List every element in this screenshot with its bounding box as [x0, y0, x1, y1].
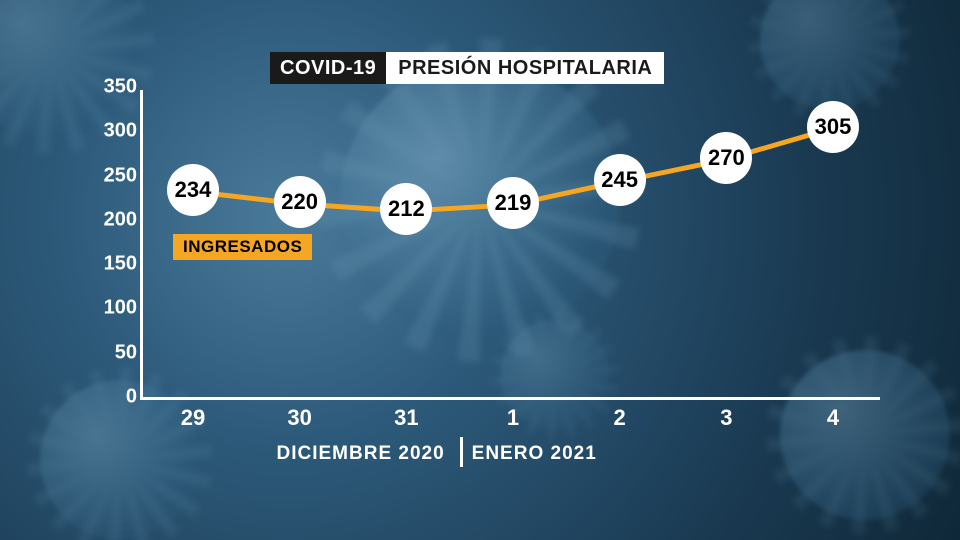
x-tick-label: 1: [507, 405, 519, 431]
y-tick-label: 100: [93, 297, 137, 320]
chart-title-prefix: COVID-19: [270, 52, 386, 84]
hospital-pressure-chart: COVID-19 PRESIÓN HOSPITALARIA INGRESADOS…: [90, 60, 890, 440]
y-tick-label: 250: [93, 164, 137, 187]
data-point: 234: [167, 164, 219, 216]
series-label: INGRESADOS: [173, 234, 312, 260]
data-point: 219: [487, 177, 539, 229]
data-point: 305: [807, 101, 859, 153]
data-point: 270: [700, 132, 752, 184]
x-group-label: ENERO 2021: [472, 443, 597, 465]
x-tick-label: 29: [181, 405, 205, 431]
chart-title-main: PRESIÓN HOSPITALARIA: [386, 52, 664, 84]
y-tick-label: 150: [93, 253, 137, 276]
y-tick-label: 50: [93, 341, 137, 364]
x-tick-label: 30: [287, 405, 311, 431]
plot-area: INGRESADOS 05010015020025030035029303112…: [140, 90, 880, 400]
y-tick-label: 300: [93, 120, 137, 143]
chart-title: COVID-19 PRESIÓN HOSPITALARIA: [270, 52, 664, 84]
x-group-label: DICIEMBRE 2020: [277, 443, 445, 465]
y-tick-label: 200: [93, 208, 137, 231]
y-tick-label: 0: [93, 386, 137, 409]
y-tick-label: 350: [93, 76, 137, 99]
x-group-separator: [460, 437, 463, 467]
data-point: 245: [594, 154, 646, 206]
x-tick-label: 31: [394, 405, 418, 431]
x-tick-label: 3: [720, 405, 732, 431]
x-tick-label: 2: [614, 405, 626, 431]
x-tick-label: 4: [827, 405, 839, 431]
data-point: 212: [380, 183, 432, 235]
data-point: 220: [274, 176, 326, 228]
